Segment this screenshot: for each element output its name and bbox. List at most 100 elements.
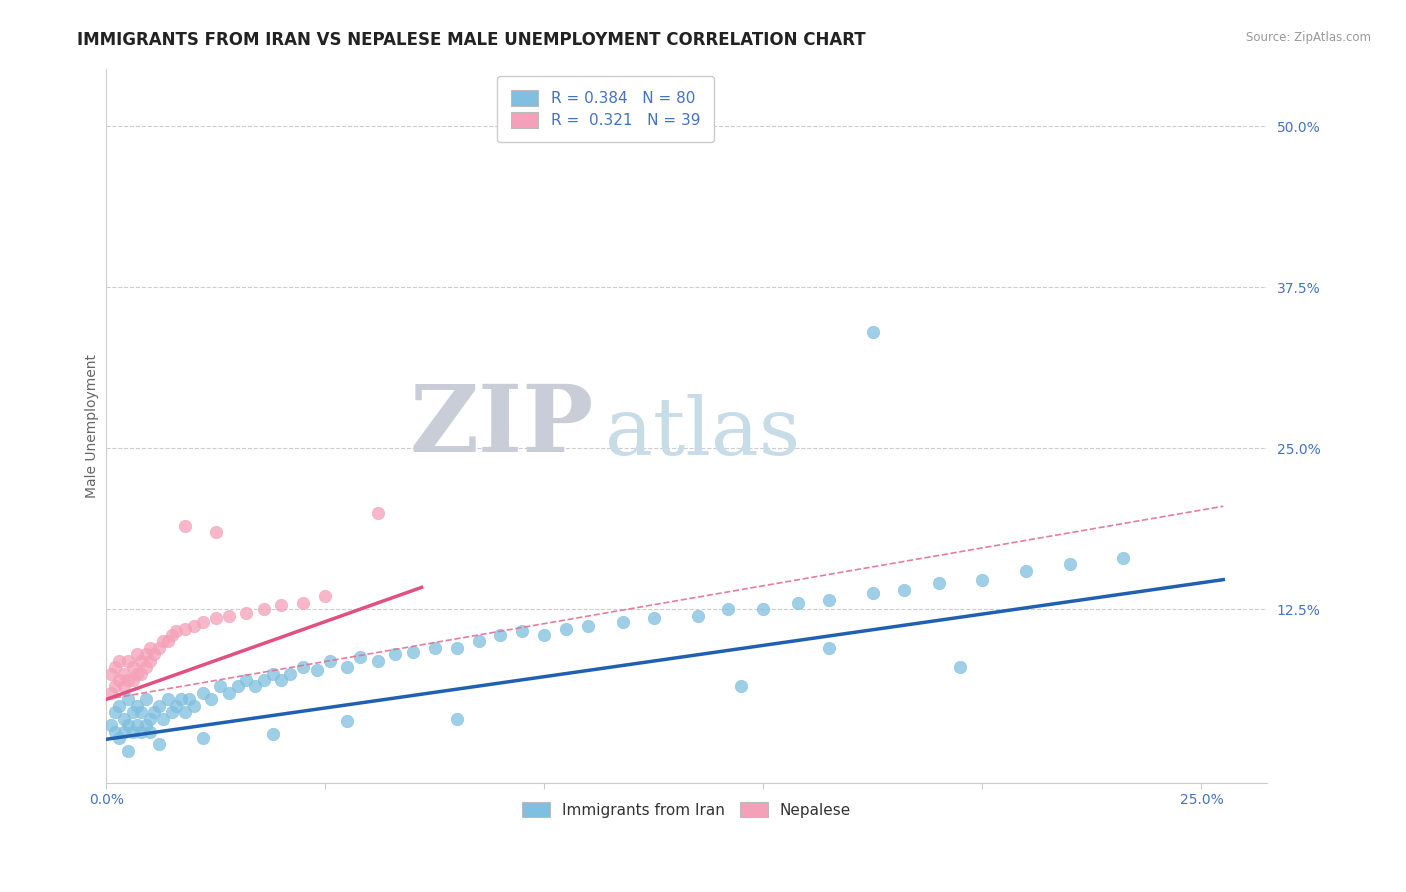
Point <box>862 326 884 340</box>
Point <box>112 666 135 681</box>
Point <box>129 724 152 739</box>
Point <box>446 640 468 655</box>
Point <box>117 718 139 732</box>
Point <box>226 680 249 694</box>
Point <box>104 680 127 694</box>
Point <box>555 622 578 636</box>
Point <box>818 640 841 655</box>
Point <box>314 590 336 604</box>
Point <box>148 640 170 655</box>
Point <box>139 640 162 655</box>
Text: Source: ZipAtlas.com: Source: ZipAtlas.com <box>1246 31 1371 45</box>
Point <box>148 698 170 713</box>
Point <box>235 606 257 620</box>
Point <box>125 648 148 662</box>
Point <box>121 724 143 739</box>
Point <box>1111 550 1133 565</box>
Point <box>108 673 131 687</box>
Point <box>174 705 197 719</box>
Point <box>278 666 301 681</box>
Point <box>125 698 148 713</box>
Point <box>423 640 446 655</box>
Point <box>104 705 127 719</box>
Point <box>717 602 740 616</box>
Point <box>292 596 315 610</box>
Point <box>253 602 276 616</box>
Point <box>121 673 143 687</box>
Point <box>218 608 240 623</box>
Point <box>112 712 135 726</box>
Point <box>972 573 994 587</box>
Point <box>262 727 284 741</box>
Point <box>446 712 468 726</box>
Point <box>143 648 166 662</box>
Text: atlas: atlas <box>606 394 800 472</box>
Point <box>270 599 292 613</box>
Point <box>135 692 157 706</box>
Point <box>108 731 131 745</box>
Point <box>100 718 122 732</box>
Point <box>104 660 127 674</box>
Point <box>160 628 183 642</box>
Point <box>100 666 122 681</box>
Point <box>402 645 425 659</box>
Point <box>576 619 599 633</box>
Point <box>367 654 389 668</box>
Point <box>1015 564 1038 578</box>
Point <box>104 724 127 739</box>
Point <box>152 712 174 726</box>
Point <box>752 602 775 616</box>
Point <box>262 666 284 681</box>
Point <box>787 596 810 610</box>
Point <box>191 731 214 745</box>
Point <box>191 686 214 700</box>
Point <box>129 666 152 681</box>
Point <box>191 615 214 629</box>
Point <box>139 654 162 668</box>
Point <box>121 660 143 674</box>
Y-axis label: Male Unemployment: Male Unemployment <box>86 354 100 498</box>
Point <box>200 692 222 706</box>
Point <box>160 705 183 719</box>
Text: IMMIGRANTS FROM IRAN VS NEPALESE MALE UNEMPLOYMENT CORRELATION CHART: IMMIGRANTS FROM IRAN VS NEPALESE MALE UN… <box>77 31 866 49</box>
Point <box>165 624 187 639</box>
Point <box>112 680 135 694</box>
Point <box>243 680 266 694</box>
Point <box>108 698 131 713</box>
Point <box>818 593 841 607</box>
Point <box>117 744 139 758</box>
Point <box>253 673 276 687</box>
Point <box>612 615 634 629</box>
Point <box>305 663 328 677</box>
Point <box>165 698 187 713</box>
Point <box>179 692 201 706</box>
Point <box>135 660 157 674</box>
Point <box>862 585 884 599</box>
Point <box>139 712 162 726</box>
Point <box>156 634 179 648</box>
Point <box>533 628 555 642</box>
Point <box>156 692 179 706</box>
Point <box>928 576 950 591</box>
Point <box>183 619 205 633</box>
Point <box>218 686 240 700</box>
Point <box>204 524 226 539</box>
Point <box>893 582 915 597</box>
Point <box>292 660 315 674</box>
Point <box>174 518 197 533</box>
Point <box>643 611 665 625</box>
Point <box>125 718 148 732</box>
Point <box>384 648 406 662</box>
Point <box>349 649 371 664</box>
Point <box>117 673 139 687</box>
Point <box>135 648 157 662</box>
Point <box>152 634 174 648</box>
Point <box>730 680 752 694</box>
Point <box>318 654 340 668</box>
Point <box>112 724 135 739</box>
Point <box>148 738 170 752</box>
Point <box>949 660 972 674</box>
Point <box>143 705 166 719</box>
Point <box>1059 557 1081 571</box>
Point <box>129 654 152 668</box>
